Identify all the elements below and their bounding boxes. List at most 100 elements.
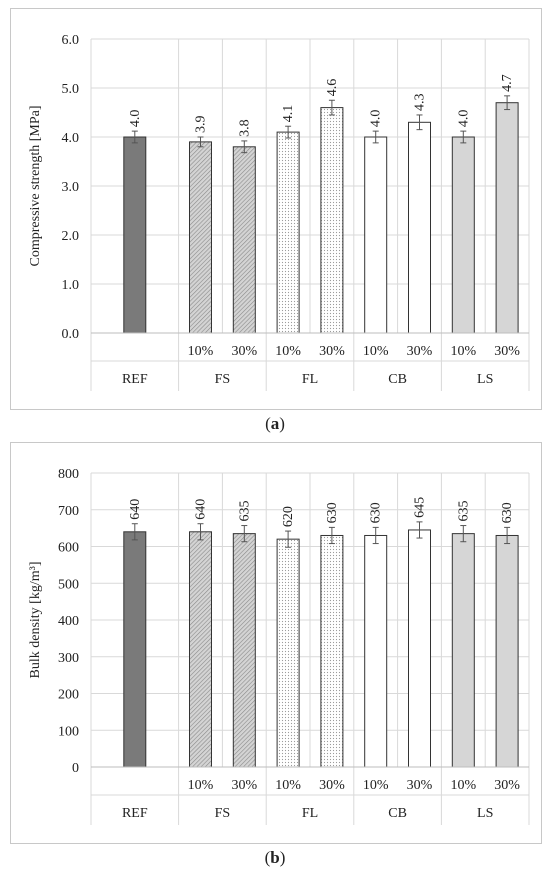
bar-ls-10pct <box>451 533 475 768</box>
caption-b-label: b <box>270 848 280 867</box>
y-tick-label: 4.0 <box>62 131 80 146</box>
bar-cb-30pct <box>408 121 431 334</box>
bar-ls-30pct <box>495 102 519 334</box>
y-tick-label: 2.0 <box>62 229 80 244</box>
error-bar <box>285 530 292 548</box>
chart-panel-b: 0 100 200 300 400 500 600 700 800 640 640 10% 635 30%… <box>10 442 542 844</box>
data-label: 4.7 <box>500 74 515 91</box>
bar-fl-30pct <box>320 107 344 334</box>
error-bar <box>460 525 467 543</box>
y-axis-label: Compressive strength [MPa] <box>28 106 43 267</box>
x-group-label: FS <box>215 372 231 387</box>
bar-cb-10pct <box>364 136 388 334</box>
data-label: 640 <box>194 499 209 520</box>
data-label: 645 <box>413 497 428 518</box>
data-label: 4.6 <box>325 79 340 97</box>
y-tick-label: 6.0 <box>62 33 80 48</box>
x-sub-label: 10% <box>188 344 214 359</box>
x-group-label: CB <box>388 372 407 387</box>
data-label: 4.0 <box>128 110 143 128</box>
bar-fl-10pct <box>276 538 300 768</box>
error-bar <box>197 523 204 541</box>
data-label: 4.3 <box>413 93 428 111</box>
bulk-density-chart: 0 100 200 300 400 500 600 700 800 640 640 10% 635 30%… <box>28 467 530 825</box>
y-tick-label: 200 <box>58 688 79 703</box>
y-tick-label: 5.0 <box>62 82 80 97</box>
bar-ls-10pct <box>451 136 475 334</box>
bar-ref <box>123 136 147 334</box>
bar-cb-30pct <box>408 529 431 768</box>
x-sub-label: 10% <box>188 778 214 793</box>
error-bar <box>285 125 292 139</box>
y-tick-label: 500 <box>58 577 79 592</box>
x-group-label: LS <box>477 372 493 387</box>
x-sub-label: 10% <box>275 344 301 359</box>
error-bar <box>416 114 423 131</box>
error-bar <box>328 99 335 116</box>
x-sub-label: 10% <box>275 778 301 793</box>
y-tick-label: 300 <box>58 651 79 666</box>
error-bar <box>241 140 248 154</box>
error-bar <box>372 526 379 545</box>
bar-fl-10pct <box>276 131 300 334</box>
bar-ls-30pct <box>495 534 519 768</box>
x-sub-label: 30% <box>319 778 345 793</box>
error-bar <box>416 521 423 539</box>
y-tick-label: 3.0 <box>62 180 80 195</box>
x-sub-label: 10% <box>363 344 389 359</box>
error-bar <box>197 136 204 148</box>
error-bar <box>372 130 379 144</box>
error-bar <box>504 95 511 111</box>
bar-cb-10pct <box>364 534 388 768</box>
y-tick-label: 400 <box>58 614 79 629</box>
error-bar <box>131 523 138 541</box>
y-tick-label: 0.0 <box>62 327 80 342</box>
bar-fs-30pct <box>232 146 256 334</box>
x-sub-label: 30% <box>494 344 520 359</box>
data-label: 620 <box>281 506 296 527</box>
bar-fs-30pct <box>232 533 256 768</box>
x-group-label: LS <box>477 806 493 821</box>
data-label: 3.8 <box>237 119 252 137</box>
x-sub-label: 10% <box>363 778 389 793</box>
data-label: 4.1 <box>281 105 296 123</box>
data-label: 640 <box>128 499 143 520</box>
chart-panel-a: 0.0 1.0 2.0 3.0 4.0 5.0 6.0 4.0 3.9 10% 3.8 30% 4.1 1… <box>10 8 542 410</box>
error-bar <box>131 130 138 144</box>
x-group-label: REF <box>122 806 148 821</box>
data-label: 630 <box>325 502 340 523</box>
data-label: 630 <box>500 502 515 523</box>
y-tick-label: 0 <box>72 761 79 776</box>
y-tick-label: 800 <box>58 467 79 482</box>
x-sub-label: 30% <box>407 778 433 793</box>
x-sub-label: 30% <box>231 778 257 793</box>
bar-fs-10pct <box>189 531 212 768</box>
x-group-label: FL <box>302 806 318 821</box>
x-sub-label: 30% <box>319 344 345 359</box>
caption-a: (a) <box>265 414 285 433</box>
bar-fl-30pct <box>320 534 344 768</box>
x-sub-label: 30% <box>494 778 520 793</box>
y-axis-label: Bulk density [kg/m³] <box>28 562 43 679</box>
data-label: 3.9 <box>194 116 209 134</box>
x-group-label: FS <box>215 806 231 821</box>
y-tick-label: 100 <box>58 724 79 739</box>
bar-ref <box>123 531 147 768</box>
caption-b: (b) <box>264 848 286 867</box>
x-sub-label: 10% <box>450 344 476 359</box>
y-tick-label: 700 <box>58 504 79 519</box>
x-sub-label: 30% <box>231 344 257 359</box>
error-bar <box>328 526 335 545</box>
bar-fs-10pct <box>189 141 212 334</box>
x-group-label: CB <box>388 806 407 821</box>
error-bar <box>460 130 467 144</box>
caption-a-label: a <box>270 414 280 433</box>
x-group-label: REF <box>122 372 148 387</box>
data-label: 630 <box>369 502 384 523</box>
compressive-strength-chart: 0.0 1.0 2.0 3.0 4.0 5.0 6.0 4.0 3.9 10% 3.8 30% 4.1 1… <box>28 33 530 391</box>
y-tick-label: 1.0 <box>62 278 80 293</box>
error-bar <box>241 525 248 543</box>
x-sub-label: 30% <box>407 344 433 359</box>
data-label: 635 <box>456 501 471 522</box>
